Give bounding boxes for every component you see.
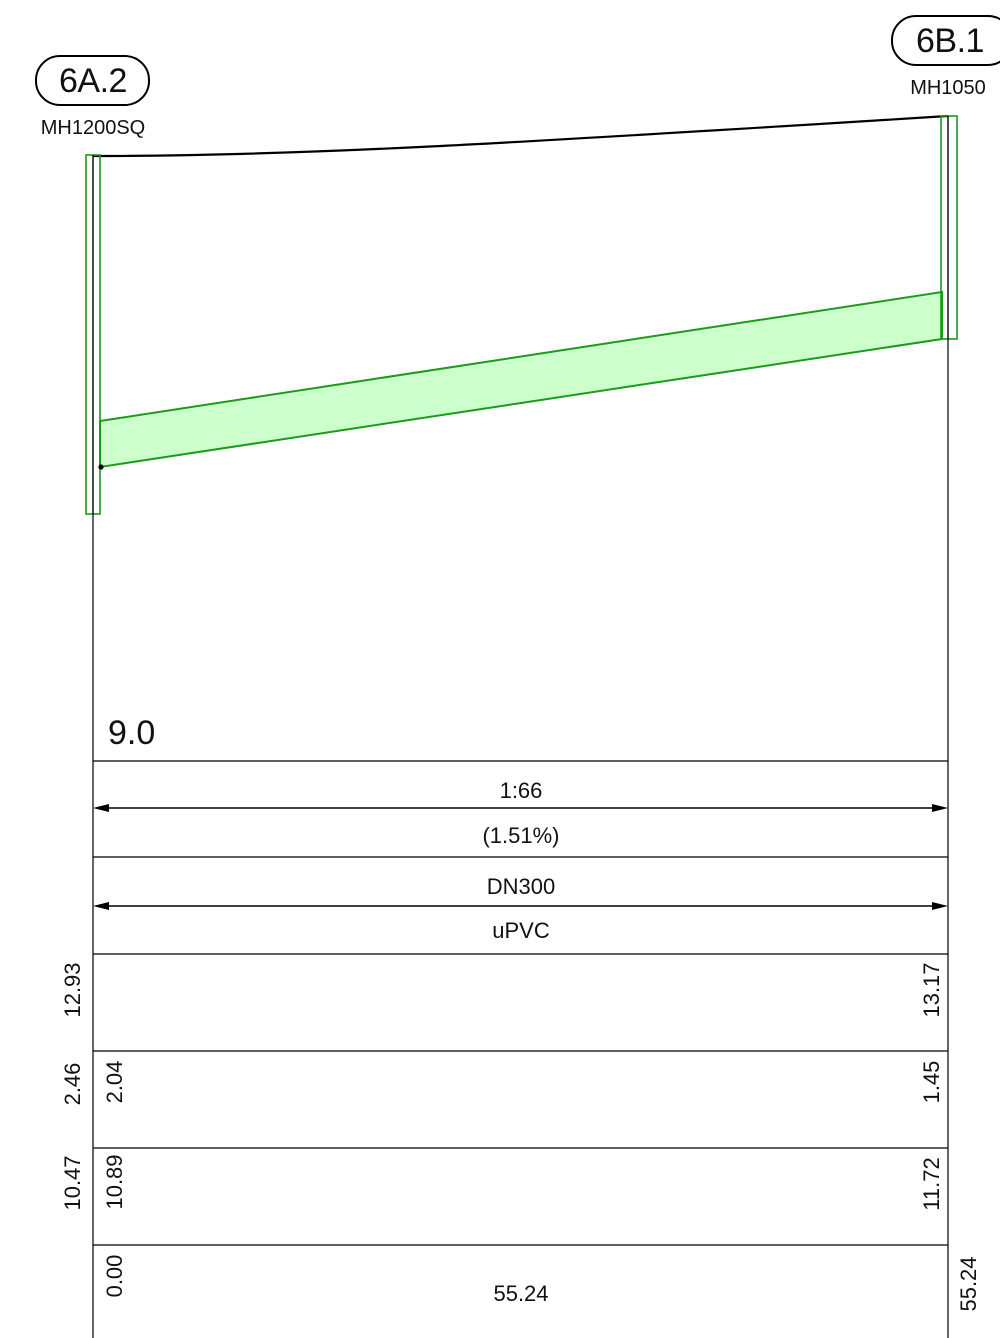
datum-level: 9.0 — [108, 714, 156, 752]
surface-level-end: 13.17 — [919, 962, 944, 1018]
depth-start-outer: 2.46 — [60, 1062, 85, 1106]
invert-level-start-outer: 10.47 — [60, 1155, 85, 1211]
pipe-diameter: DN300 — [486, 874, 556, 899]
pipe-dimension-arrow — [93, 902, 948, 910]
surface-level-start: 12.93 — [60, 962, 85, 1018]
ground-surface-line — [92, 114, 949, 158]
start-invert-marker — [98, 464, 104, 470]
chainage-end: 55.24 — [956, 1256, 981, 1312]
end-node-type: MH1050 — [910, 77, 986, 99]
end-node-bubble — [891, 15, 1000, 66]
start-node-type: MH1200SQ — [40, 117, 146, 139]
grade-ratio: 1:66 — [499, 778, 543, 803]
start-node-id: 6A.2 — [59, 62, 127, 100]
depth-start-inner: 2.04 — [102, 1060, 127, 1104]
pipe-material: uPVC — [492, 918, 550, 943]
grade-dimension-arrow — [93, 804, 948, 812]
segment-length: 55.24 — [493, 1281, 549, 1306]
pipe-band — [99, 290, 943, 469]
end-manhole-outer — [940, 115, 958, 340]
chainage-start: 0.00 — [102, 1254, 127, 1298]
end-node-id: 6B.1 — [916, 22, 984, 60]
depth-end: 1.45 — [919, 1060, 944, 1104]
start-node-bubble — [35, 55, 150, 106]
invert-level-end: 11.72 — [919, 1157, 944, 1211]
invert-level-start-inner: 10.89 — [102, 1154, 127, 1210]
grade-percent: (1.51%) — [482, 823, 560, 848]
